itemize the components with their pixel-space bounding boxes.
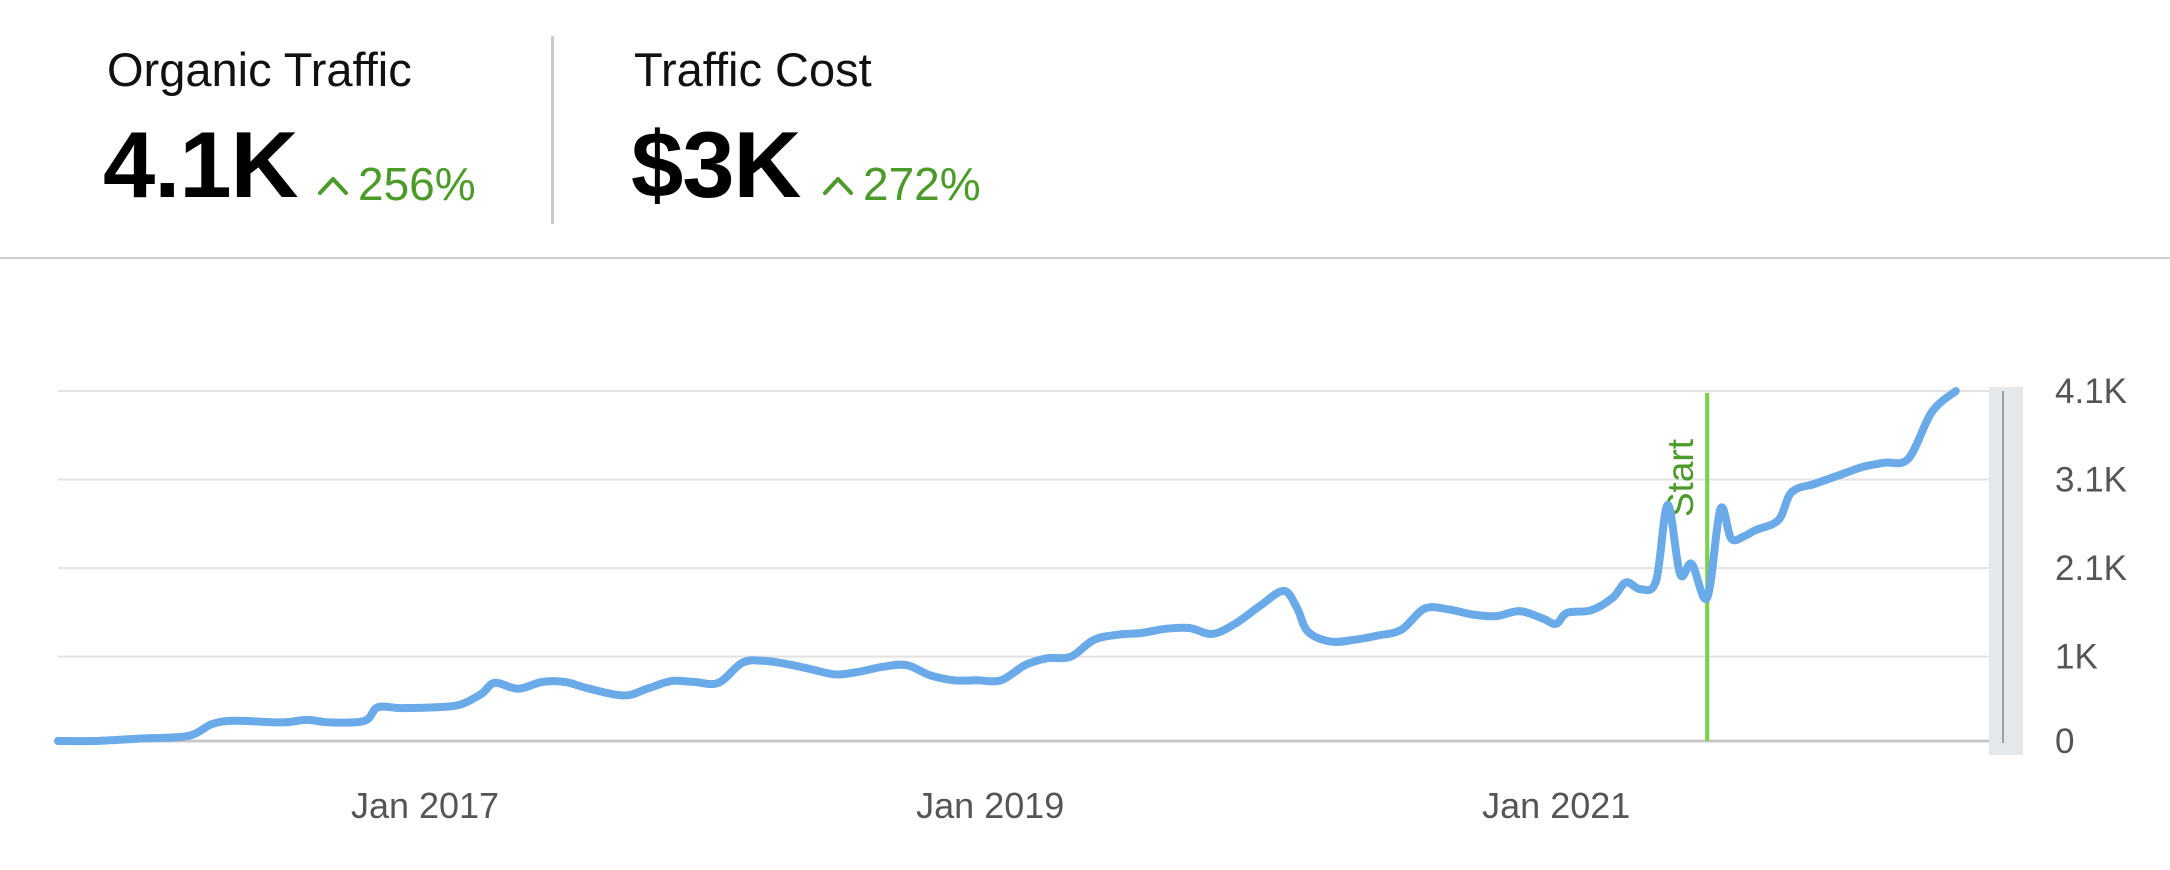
metric-change-value: 272% xyxy=(863,158,981,210)
caret-up-icon xyxy=(318,177,348,195)
caret-up-icon xyxy=(823,177,853,195)
start-marker: Start xyxy=(1660,393,1710,741)
metric-title: Traffic Cost xyxy=(634,43,872,96)
x-tick-label: Jan 2017 xyxy=(351,785,499,826)
series-lines xyxy=(54,387,1960,746)
organic-traffic-line xyxy=(54,387,1960,746)
x-axis-ticks: Jan 2017 Jan 2019 Jan 2021 xyxy=(351,785,1630,826)
hover-band-fill xyxy=(1989,387,2023,755)
metric-divider xyxy=(551,36,554,224)
traffic-cost-metric: Traffic Cost $3K 272% xyxy=(554,0,1154,256)
metric-value: $3K xyxy=(631,112,801,217)
metric-change: 272% xyxy=(821,157,981,211)
y-tick-label: 2.1K xyxy=(2055,549,2127,588)
metric-change-value: 256% xyxy=(358,158,476,210)
hover-band xyxy=(1989,387,2023,755)
y-axis-ticks: 0 1K 2.1K 3.1K 4.1K xyxy=(2055,372,2127,761)
metric-value: 4.1K xyxy=(103,112,299,217)
y-tick-label: 0 xyxy=(2055,722,2074,761)
metric-change: 256% xyxy=(316,157,476,211)
organic-traffic-metric: Organic Traffic 4.1K 256% xyxy=(0,0,551,256)
metrics-header: Organic Traffic 4.1K 256% Traffic Cost $… xyxy=(0,0,2170,259)
y-tick-label: 1K xyxy=(2055,638,2098,677)
y-tick-label: 3.1K xyxy=(2055,461,2127,500)
metric-title: Organic Traffic xyxy=(107,43,412,96)
grid-lines xyxy=(58,390,1997,743)
x-tick-label: Jan 2019 xyxy=(916,785,1064,826)
y-tick-label: 4.1K xyxy=(2055,372,2127,411)
x-tick-label: Jan 2021 xyxy=(1482,785,1630,826)
